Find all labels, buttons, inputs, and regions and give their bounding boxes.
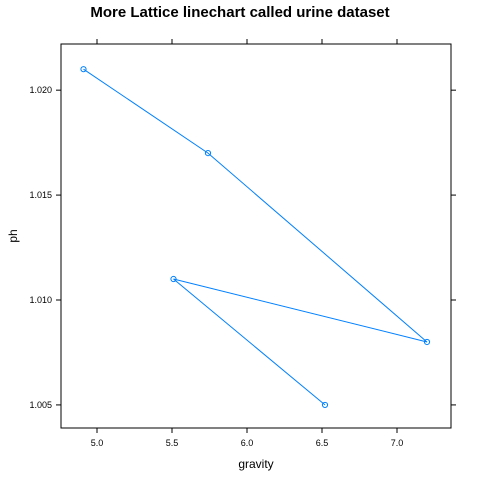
x-tick-label: 6.0 (241, 438, 254, 448)
data-point (321, 401, 329, 409)
chart-title: More Lattice linechart called urine data… (90, 4, 389, 21)
plot-frame (60, 43, 452, 429)
data-point (80, 66, 87, 73)
x-tick-label: 7.0 (391, 438, 404, 448)
y-tick-label: 1.020 (29, 85, 52, 95)
x-tick-label: 5.0 (91, 438, 104, 448)
axis-ticks: 5.0 5.5 6.0 6.5 7.0 1.005 1.010 1.015 1.020 (29, 39, 456, 448)
y-tick-label: 1.010 (29, 295, 52, 305)
data-point (170, 275, 177, 283)
data-point (423, 338, 431, 346)
series-line (83, 68, 428, 406)
x-tick-label: 5.5 (166, 438, 179, 448)
y-tick-label: 1.015 (29, 190, 52, 200)
data-series (80, 66, 431, 409)
data-point (204, 150, 212, 157)
y-axis-label: ph (6, 229, 20, 242)
x-axis-label: gravity (238, 457, 273, 471)
x-tick-label: 6.5 (316, 438, 329, 448)
y-tick-label: 1.005 (29, 400, 52, 410)
